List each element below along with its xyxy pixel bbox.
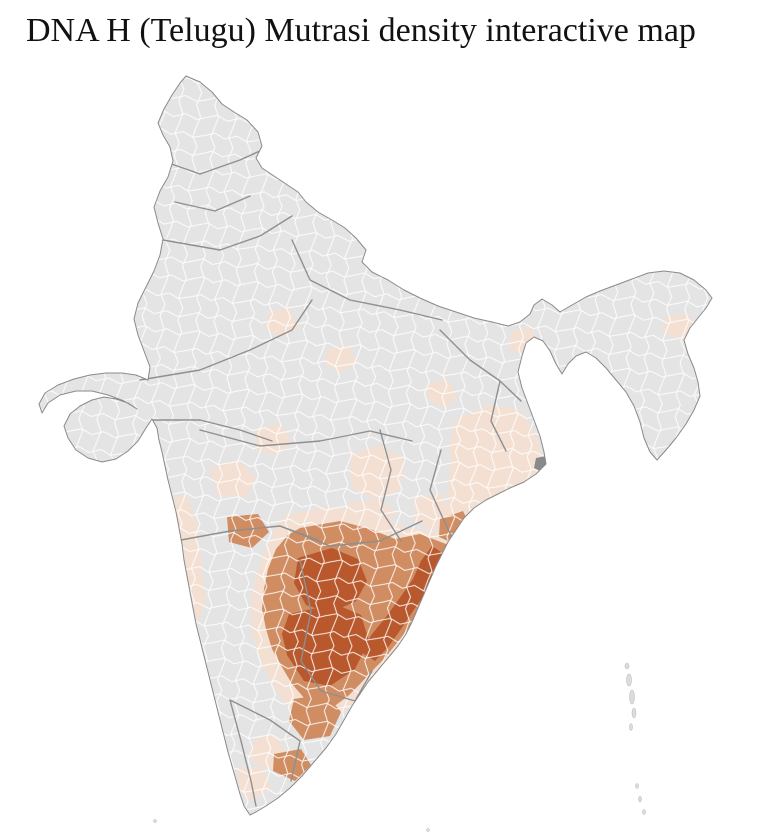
island: [642, 809, 646, 815]
island: [626, 673, 632, 687]
india-outline: [38, 75, 713, 816]
island: [629, 723, 633, 731]
island: [635, 783, 639, 789]
kutch-district-patch: [39, 414, 52, 426]
density-region[interactable]: [328, 740, 360, 768]
island: [153, 819, 157, 823]
island: [631, 707, 637, 719]
island: [638, 795, 642, 803]
andaman-nicobar-islands: [153, 662, 646, 832]
page-title: DNA H (Telugu) Mutrasi density interacti…: [26, 12, 696, 49]
island: [629, 689, 635, 705]
island: [624, 662, 630, 670]
island: [426, 828, 430, 832]
